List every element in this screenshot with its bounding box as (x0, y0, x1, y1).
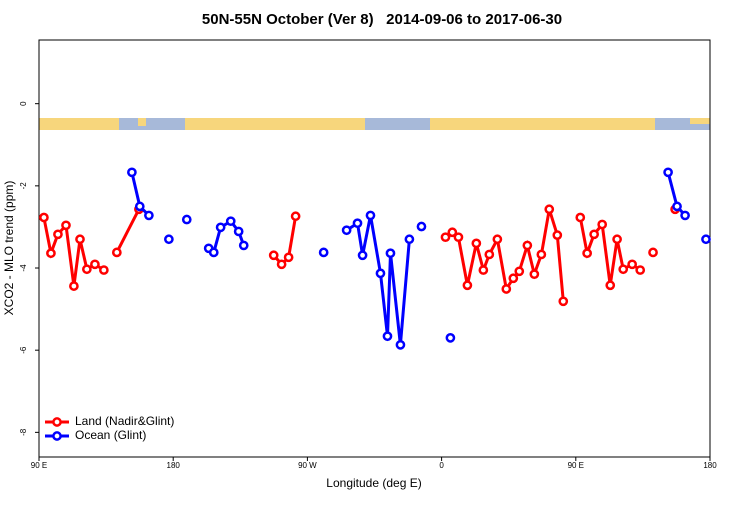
point (672, 201, 682, 212)
legend-label: Land (Nadir&Glint) (75, 414, 174, 428)
point (552, 230, 563, 240)
point (536, 249, 547, 260)
point (558, 296, 569, 307)
point (508, 273, 519, 284)
point (46, 248, 56, 259)
point (283, 252, 294, 263)
point (233, 226, 244, 237)
point (492, 234, 503, 245)
point (75, 234, 85, 245)
point (385, 248, 396, 259)
point (627, 259, 638, 270)
point (375, 268, 386, 279)
point (144, 210, 154, 221)
point (471, 238, 482, 249)
point (544, 204, 555, 215)
point (462, 280, 473, 291)
point (635, 265, 646, 275)
point (341, 225, 352, 236)
point (663, 167, 673, 178)
point (39, 212, 49, 223)
point (597, 219, 608, 230)
point (416, 221, 427, 232)
y-tick-label: -4 (19, 264, 28, 272)
plot-frame (38, 39, 711, 458)
point (268, 250, 279, 261)
point (99, 265, 109, 275)
point (484, 249, 495, 260)
point (318, 247, 329, 258)
point (225, 216, 236, 227)
point (290, 211, 301, 222)
point (382, 331, 393, 342)
point (589, 229, 599, 240)
point (529, 269, 540, 280)
point (478, 265, 489, 275)
y-tick-label: 0 (19, 101, 28, 106)
point (445, 333, 456, 343)
point (181, 214, 192, 225)
point (53, 229, 63, 240)
point (514, 266, 525, 277)
x-tick-label: 90 E (31, 461, 47, 470)
point (605, 280, 616, 291)
point (69, 281, 79, 291)
point (575, 212, 586, 223)
y-tick-label: -8 (19, 428, 28, 436)
point (82, 264, 92, 275)
point (440, 232, 451, 243)
point (164, 234, 174, 245)
y-axis-label: XCO2 - MLO trend (ppm) (2, 181, 16, 316)
y-tick-label: -6 (19, 346, 28, 354)
point (680, 210, 690, 221)
point (90, 259, 100, 270)
legend-marker (52, 417, 62, 427)
point (612, 234, 622, 245)
point (111, 247, 122, 258)
point (501, 284, 512, 294)
point (618, 264, 629, 275)
point (276, 259, 287, 270)
point (61, 220, 71, 231)
point (522, 240, 533, 251)
point (582, 248, 592, 259)
point (447, 227, 458, 238)
point (352, 218, 363, 229)
x-tick-label: 90 E (568, 461, 584, 470)
point (404, 234, 415, 245)
point (208, 247, 219, 258)
legend-marker (52, 431, 62, 441)
point (395, 339, 406, 350)
x-tick-label: 0 (439, 461, 444, 470)
point (701, 234, 711, 245)
chart-title: 50N-55N October (Ver 8) 2014-09-06 to 20… (202, 11, 562, 28)
y-tick-label: -2 (19, 182, 28, 190)
point (648, 247, 658, 258)
point (215, 222, 226, 233)
x-tick-label: 90 W (298, 461, 317, 470)
point (357, 250, 368, 261)
point (365, 210, 376, 221)
x-tick-label: 180 (703, 461, 717, 470)
x-tick-label: 180 (167, 461, 181, 470)
point (134, 201, 145, 212)
x-axis-label: Longitude (deg E) (326, 476, 421, 490)
point (453, 232, 464, 243)
point (127, 167, 137, 178)
legend-label: Ocean (Glint) (75, 428, 146, 442)
map-strip (39, 118, 710, 130)
point (238, 240, 249, 251)
